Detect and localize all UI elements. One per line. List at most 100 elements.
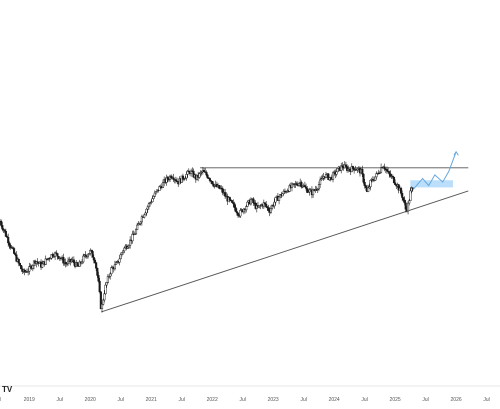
candle-body	[235, 211, 238, 214]
candle-body	[369, 180, 372, 187]
candle-body	[49, 257, 52, 260]
candle-body	[152, 196, 155, 199]
candle-body	[410, 187, 413, 192]
candle-body	[317, 184, 320, 190]
candle-body	[161, 182, 165, 188]
candle-body	[52, 255, 55, 258]
candle-body	[401, 193, 404, 198]
x-tick-label: Jul	[422, 397, 428, 403]
support-trendline	[101, 190, 469, 313]
candle-body	[239, 209, 242, 217]
candle-body	[136, 224, 139, 230]
candle-body	[120, 252, 124, 255]
candle-body	[44, 258, 47, 265]
candle-body	[202, 170, 206, 172]
tradingview-logo: TV	[2, 385, 13, 394]
candle-body	[331, 172, 335, 180]
candle-body	[270, 205, 274, 209]
x-tick-label: Jul	[118, 397, 124, 403]
candle-body	[373, 179, 376, 182]
candle-body	[234, 207, 237, 212]
candle-body	[281, 193, 284, 197]
candle-body	[131, 233, 134, 242]
candle-body	[122, 250, 125, 253]
candle-body	[0, 221, 3, 226]
candle-body	[8, 242, 11, 246]
candle-body	[367, 187, 370, 192]
x-tick-label: Jul	[239, 397, 245, 403]
candle-body	[27, 270, 30, 273]
candle-body	[371, 179, 374, 181]
candle-body	[110, 267, 113, 275]
candle-body	[17, 258, 20, 264]
candle-body	[278, 196, 281, 201]
candle-body	[92, 257, 95, 261]
x-tick-label: Jul	[483, 397, 489, 403]
candle-layer	[0, 161, 414, 313]
candle-body	[351, 166, 355, 169]
candle-body	[316, 188, 319, 190]
candle-body	[95, 262, 98, 269]
candle-body	[15, 254, 18, 262]
candle-body	[266, 206, 269, 208]
candle-body	[18, 262, 21, 266]
candle-body	[300, 181, 303, 187]
candle-body	[134, 229, 138, 235]
candle-body	[321, 177, 324, 180]
projection-arrowhead	[453, 150, 459, 156]
candle-body	[190, 170, 193, 174]
candle-body	[388, 171, 391, 175]
candle-body	[133, 233, 136, 235]
candle-body	[346, 166, 349, 171]
candle-body	[97, 275, 100, 282]
candle-body	[350, 166, 353, 173]
candle-body	[174, 179, 177, 182]
candle-body	[375, 173, 378, 178]
candle-body	[378, 171, 381, 174]
x-tick-label: 2022	[207, 397, 218, 403]
candle-body	[2, 228, 5, 231]
candle-body	[84, 254, 87, 257]
candle-body	[66, 260, 70, 265]
candle-body	[252, 198, 255, 204]
candle-body	[402, 197, 405, 201]
candle-body	[76, 262, 79, 266]
candle-body	[233, 203, 236, 208]
candle-body	[198, 173, 201, 178]
candle-body	[62, 257, 65, 264]
candle-body	[221, 188, 224, 194]
candle-body	[269, 208, 272, 213]
candle-body	[96, 268, 99, 276]
candle-body	[231, 200, 234, 203]
candle-body	[301, 186, 304, 188]
candle-body	[341, 165, 344, 168]
candle-body	[363, 182, 366, 186]
candle-body	[78, 261, 81, 267]
candle-body	[210, 180, 213, 182]
x-tick-label: 2026	[451, 397, 462, 403]
candle-body	[327, 173, 330, 180]
candle-body	[150, 201, 153, 203]
candle-body	[81, 261, 84, 264]
candle-body	[146, 206, 149, 210]
candle-body	[183, 178, 186, 180]
candle-body	[5, 236, 9, 238]
candle-body	[98, 280, 101, 293]
candle-body	[99, 291, 102, 309]
candle-body	[383, 166, 386, 170]
candle-body	[172, 177, 175, 180]
candle-body	[13, 248, 16, 254]
candle-body	[51, 254, 54, 257]
candle-body	[399, 187, 403, 194]
candle-body	[106, 276, 109, 283]
candle-body	[273, 201, 276, 207]
candle-body	[200, 171, 203, 173]
candle-body	[56, 253, 59, 257]
candle-body	[65, 263, 68, 265]
candle-body	[184, 177, 187, 180]
candle-body	[274, 197, 277, 203]
candle-body	[374, 176, 377, 181]
candle-body	[385, 169, 389, 172]
candle-body	[86, 254, 89, 258]
